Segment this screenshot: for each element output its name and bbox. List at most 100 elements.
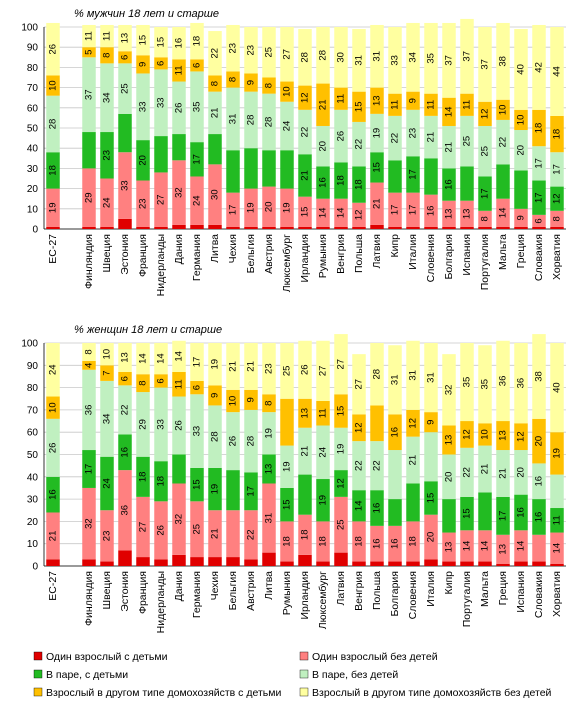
bar-segment-couple_no_children	[154, 69, 168, 137]
y-tick-label: 20	[27, 184, 39, 195]
data-label: 19	[48, 203, 59, 214]
data-label: 16	[372, 503, 383, 514]
data-label: 28	[318, 50, 329, 61]
legend-swatch	[299, 669, 309, 679]
bar-segment-other_children	[226, 71, 240, 88]
bar-segment-other_no_children	[442, 354, 456, 426]
bar-segment-couple_no_children	[46, 418, 60, 477]
data-label: 25	[120, 83, 131, 94]
bar-segment-one_adult_children	[532, 561, 546, 566]
data-label: 17	[534, 158, 545, 169]
bar-segment-other_no_children	[316, 27, 330, 84]
y-tick-label: 70	[27, 405, 39, 416]
y-tick-label: 60	[27, 103, 39, 114]
data-label: 14	[174, 351, 185, 362]
bar-segment-other_children	[208, 385, 222, 406]
data-label: 15	[426, 493, 437, 504]
data-label: 26	[174, 103, 185, 114]
data-label: 15	[300, 207, 311, 218]
y-tick-label: 40	[27, 144, 39, 155]
bar-segment-one_adult_children	[208, 557, 222, 566]
bar-segment-couple_no_children	[262, 93, 276, 151]
x-tick-label: Финляндия	[83, 571, 95, 626]
bar-segment-one_adult_no_children	[514, 530, 528, 562]
y-tick-label: 50	[27, 124, 39, 135]
x-tick-label: Румыния	[281, 571, 293, 615]
data-label: 35	[192, 102, 203, 113]
data-label: 28	[210, 431, 221, 442]
data-label: 11	[462, 100, 473, 110]
data-label: 31	[372, 51, 383, 62]
y-tick-label: 80	[27, 63, 39, 74]
bar-segment-couple_children	[118, 113, 132, 153]
bar-segment-couple_no_children	[154, 387, 168, 462]
bar-segment-one_adult_no_children	[496, 534, 510, 564]
data-label: 17	[480, 188, 491, 199]
bar-segment-couple_children	[172, 134, 186, 161]
data-label: 17	[192, 357, 203, 368]
data-label: 18	[282, 536, 293, 547]
data-label: 26	[48, 44, 59, 55]
bar-segment-one_adult_no_children	[82, 168, 96, 227]
bar-segment-couple_no_children	[532, 146, 546, 181]
data-label: 17	[408, 205, 419, 216]
data-label: 25	[282, 366, 293, 377]
bar-segment-couple_children	[370, 490, 384, 526]
bar-segment-other_no_children	[532, 334, 546, 419]
data-label: 21	[498, 468, 509, 479]
bar-segment-one_adult_children	[316, 561, 330, 566]
y-tick-label: 10	[27, 204, 39, 215]
data-label: 21	[318, 99, 329, 110]
data-label: 21	[444, 142, 455, 153]
data-label: 10	[48, 402, 59, 413]
data-label: 6	[156, 378, 167, 383]
data-label: 17	[390, 205, 401, 216]
bar-segment-couple_children	[190, 142, 204, 177]
data-label: 18	[300, 529, 311, 540]
bar-segment-other_children	[82, 47, 96, 58]
data-label: 9	[246, 80, 257, 85]
bar-segment-couple_no_children	[262, 412, 276, 455]
bar-segment-other_children	[550, 432, 564, 475]
data-label: 20	[516, 145, 527, 156]
data-label: 14	[516, 541, 527, 552]
bar-segment-other_no_children	[118, 343, 132, 372]
bar-segment-couple_no_children	[172, 396, 186, 455]
bar-segment-one_adult_children	[406, 226, 420, 229]
bar-segment-other_children	[532, 418, 546, 464]
x-tick-label: Чехия	[227, 234, 239, 263]
data-label: 8	[552, 216, 563, 221]
x-tick-label: Швеция	[101, 571, 113, 610]
x-tick-label: Финляндия	[83, 234, 95, 289]
bar-segment-other_no_children	[46, 343, 60, 397]
bar-segment-other_no_children	[262, 343, 276, 395]
x-tick-label: Эстония	[119, 571, 131, 612]
bar-segment-other_no_children	[280, 27, 294, 82]
data-label: 36	[120, 505, 131, 516]
bar-segment-one_adult_no_children	[190, 176, 204, 225]
bar-segment-couple_children	[532, 499, 546, 535]
bar-segment-other_no_children	[262, 27, 276, 78]
data-label: 18	[318, 536, 329, 547]
bar-segment-one_adult_children	[244, 559, 258, 566]
bar-segment-couple_children	[262, 454, 276, 484]
data-label: 23	[138, 198, 149, 209]
bar-segment-couple_no_children	[226, 87, 240, 151]
data-label: 8	[210, 81, 221, 86]
data-label: 17	[192, 154, 203, 165]
data-label: 25	[336, 519, 347, 530]
x-tick-label: Люксембург	[281, 234, 293, 292]
bar-segment-couple_no_children	[136, 392, 150, 457]
data-label: 16	[390, 538, 401, 549]
data-label: 13	[120, 352, 131, 363]
data-label: 26	[48, 443, 59, 454]
data-label: 16	[318, 177, 329, 188]
bar-segment-couple_no_children	[334, 109, 348, 163]
bar-segment-couple_children	[442, 499, 456, 533]
legend-swatch	[33, 651, 43, 661]
data-label: 14	[498, 208, 509, 219]
data-label: 37	[462, 51, 473, 62]
bar-segment-one_adult_no_children	[352, 202, 366, 227]
bar-segment-one_adult_no_children	[388, 192, 402, 227]
bar-segment-one_adult_children	[298, 554, 312, 566]
